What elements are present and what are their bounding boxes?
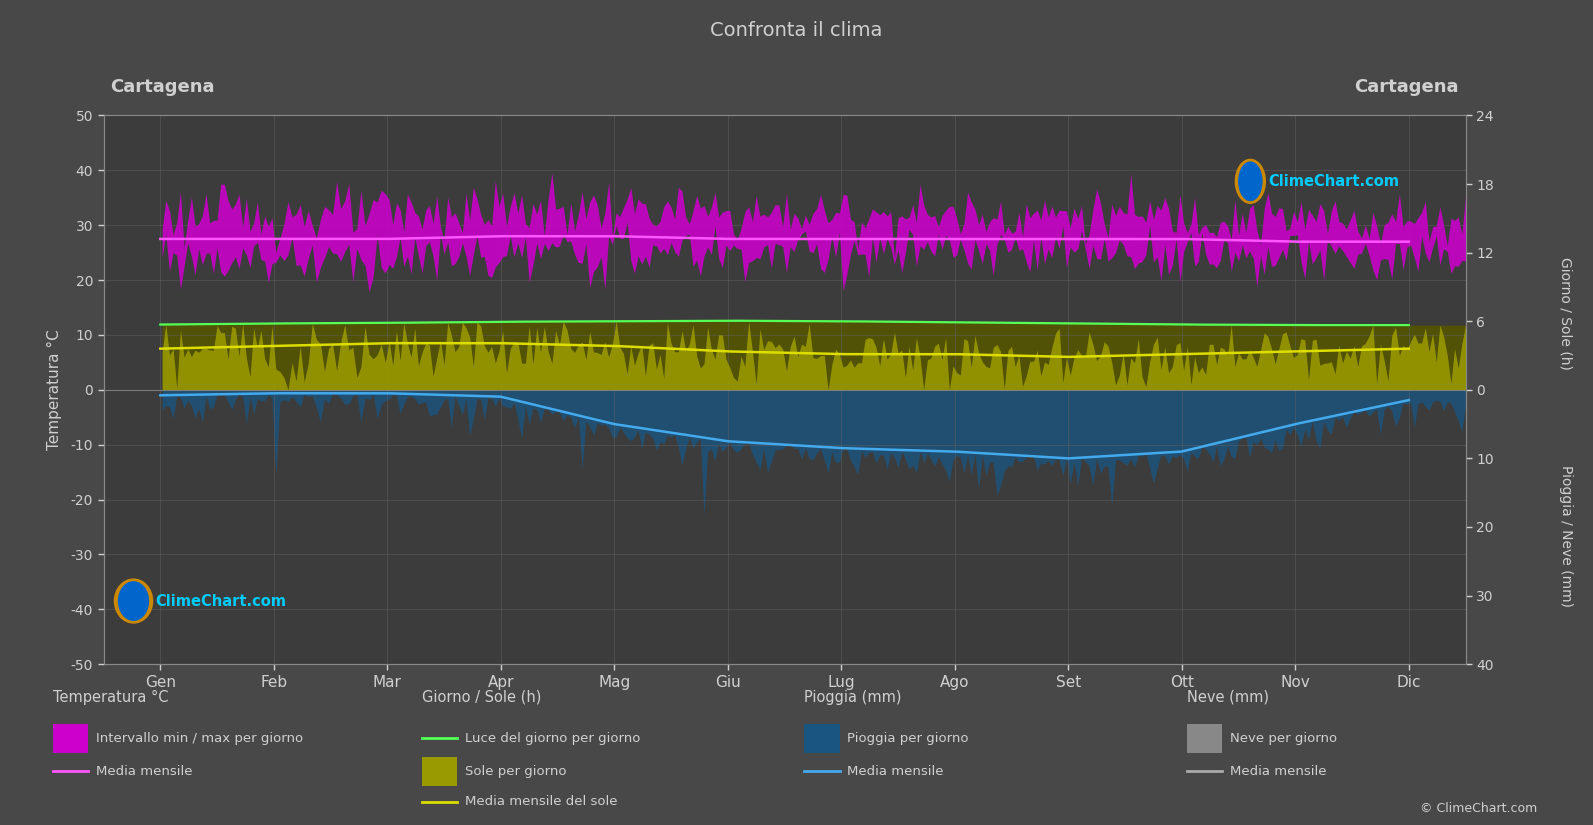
Text: ClimeChart.com: ClimeChart.com: [1268, 174, 1399, 189]
Y-axis label: Temperatura °C: Temperatura °C: [48, 329, 62, 450]
Text: Cartagena: Cartagena: [1354, 78, 1459, 97]
Text: ClimeChart.com: ClimeChart.com: [155, 593, 287, 609]
Text: Media mensile del sole: Media mensile del sole: [465, 795, 618, 808]
Text: Confronta il clima: Confronta il clima: [710, 21, 883, 40]
Text: Media mensile: Media mensile: [1230, 765, 1327, 778]
Text: Media mensile: Media mensile: [847, 765, 945, 778]
Text: Giorno / Sole (h): Giorno / Sole (h): [422, 690, 542, 705]
Text: Pioggia per giorno: Pioggia per giorno: [847, 732, 969, 745]
Text: Pioggia / Neve (mm): Pioggia / Neve (mm): [1560, 465, 1572, 607]
Text: Pioggia (mm): Pioggia (mm): [804, 690, 902, 705]
Text: Neve per giorno: Neve per giorno: [1230, 732, 1337, 745]
Text: Cartagena: Cartagena: [110, 78, 215, 97]
Text: Neve (mm): Neve (mm): [1187, 690, 1268, 705]
Ellipse shape: [1239, 163, 1262, 200]
Text: Intervallo min / max per giorno: Intervallo min / max per giorno: [96, 732, 303, 745]
Text: Giorno / Sole (h): Giorno / Sole (h): [1560, 257, 1572, 370]
Text: Temperatura °C: Temperatura °C: [53, 690, 169, 705]
Ellipse shape: [118, 582, 148, 620]
Ellipse shape: [1236, 159, 1265, 203]
Text: Luce del giorno per giorno: Luce del giorno per giorno: [465, 732, 640, 745]
Text: © ClimeChart.com: © ClimeChart.com: [1419, 802, 1537, 815]
Text: Sole per giorno: Sole per giorno: [465, 765, 567, 778]
Text: Media mensile: Media mensile: [96, 765, 193, 778]
Ellipse shape: [115, 579, 153, 623]
